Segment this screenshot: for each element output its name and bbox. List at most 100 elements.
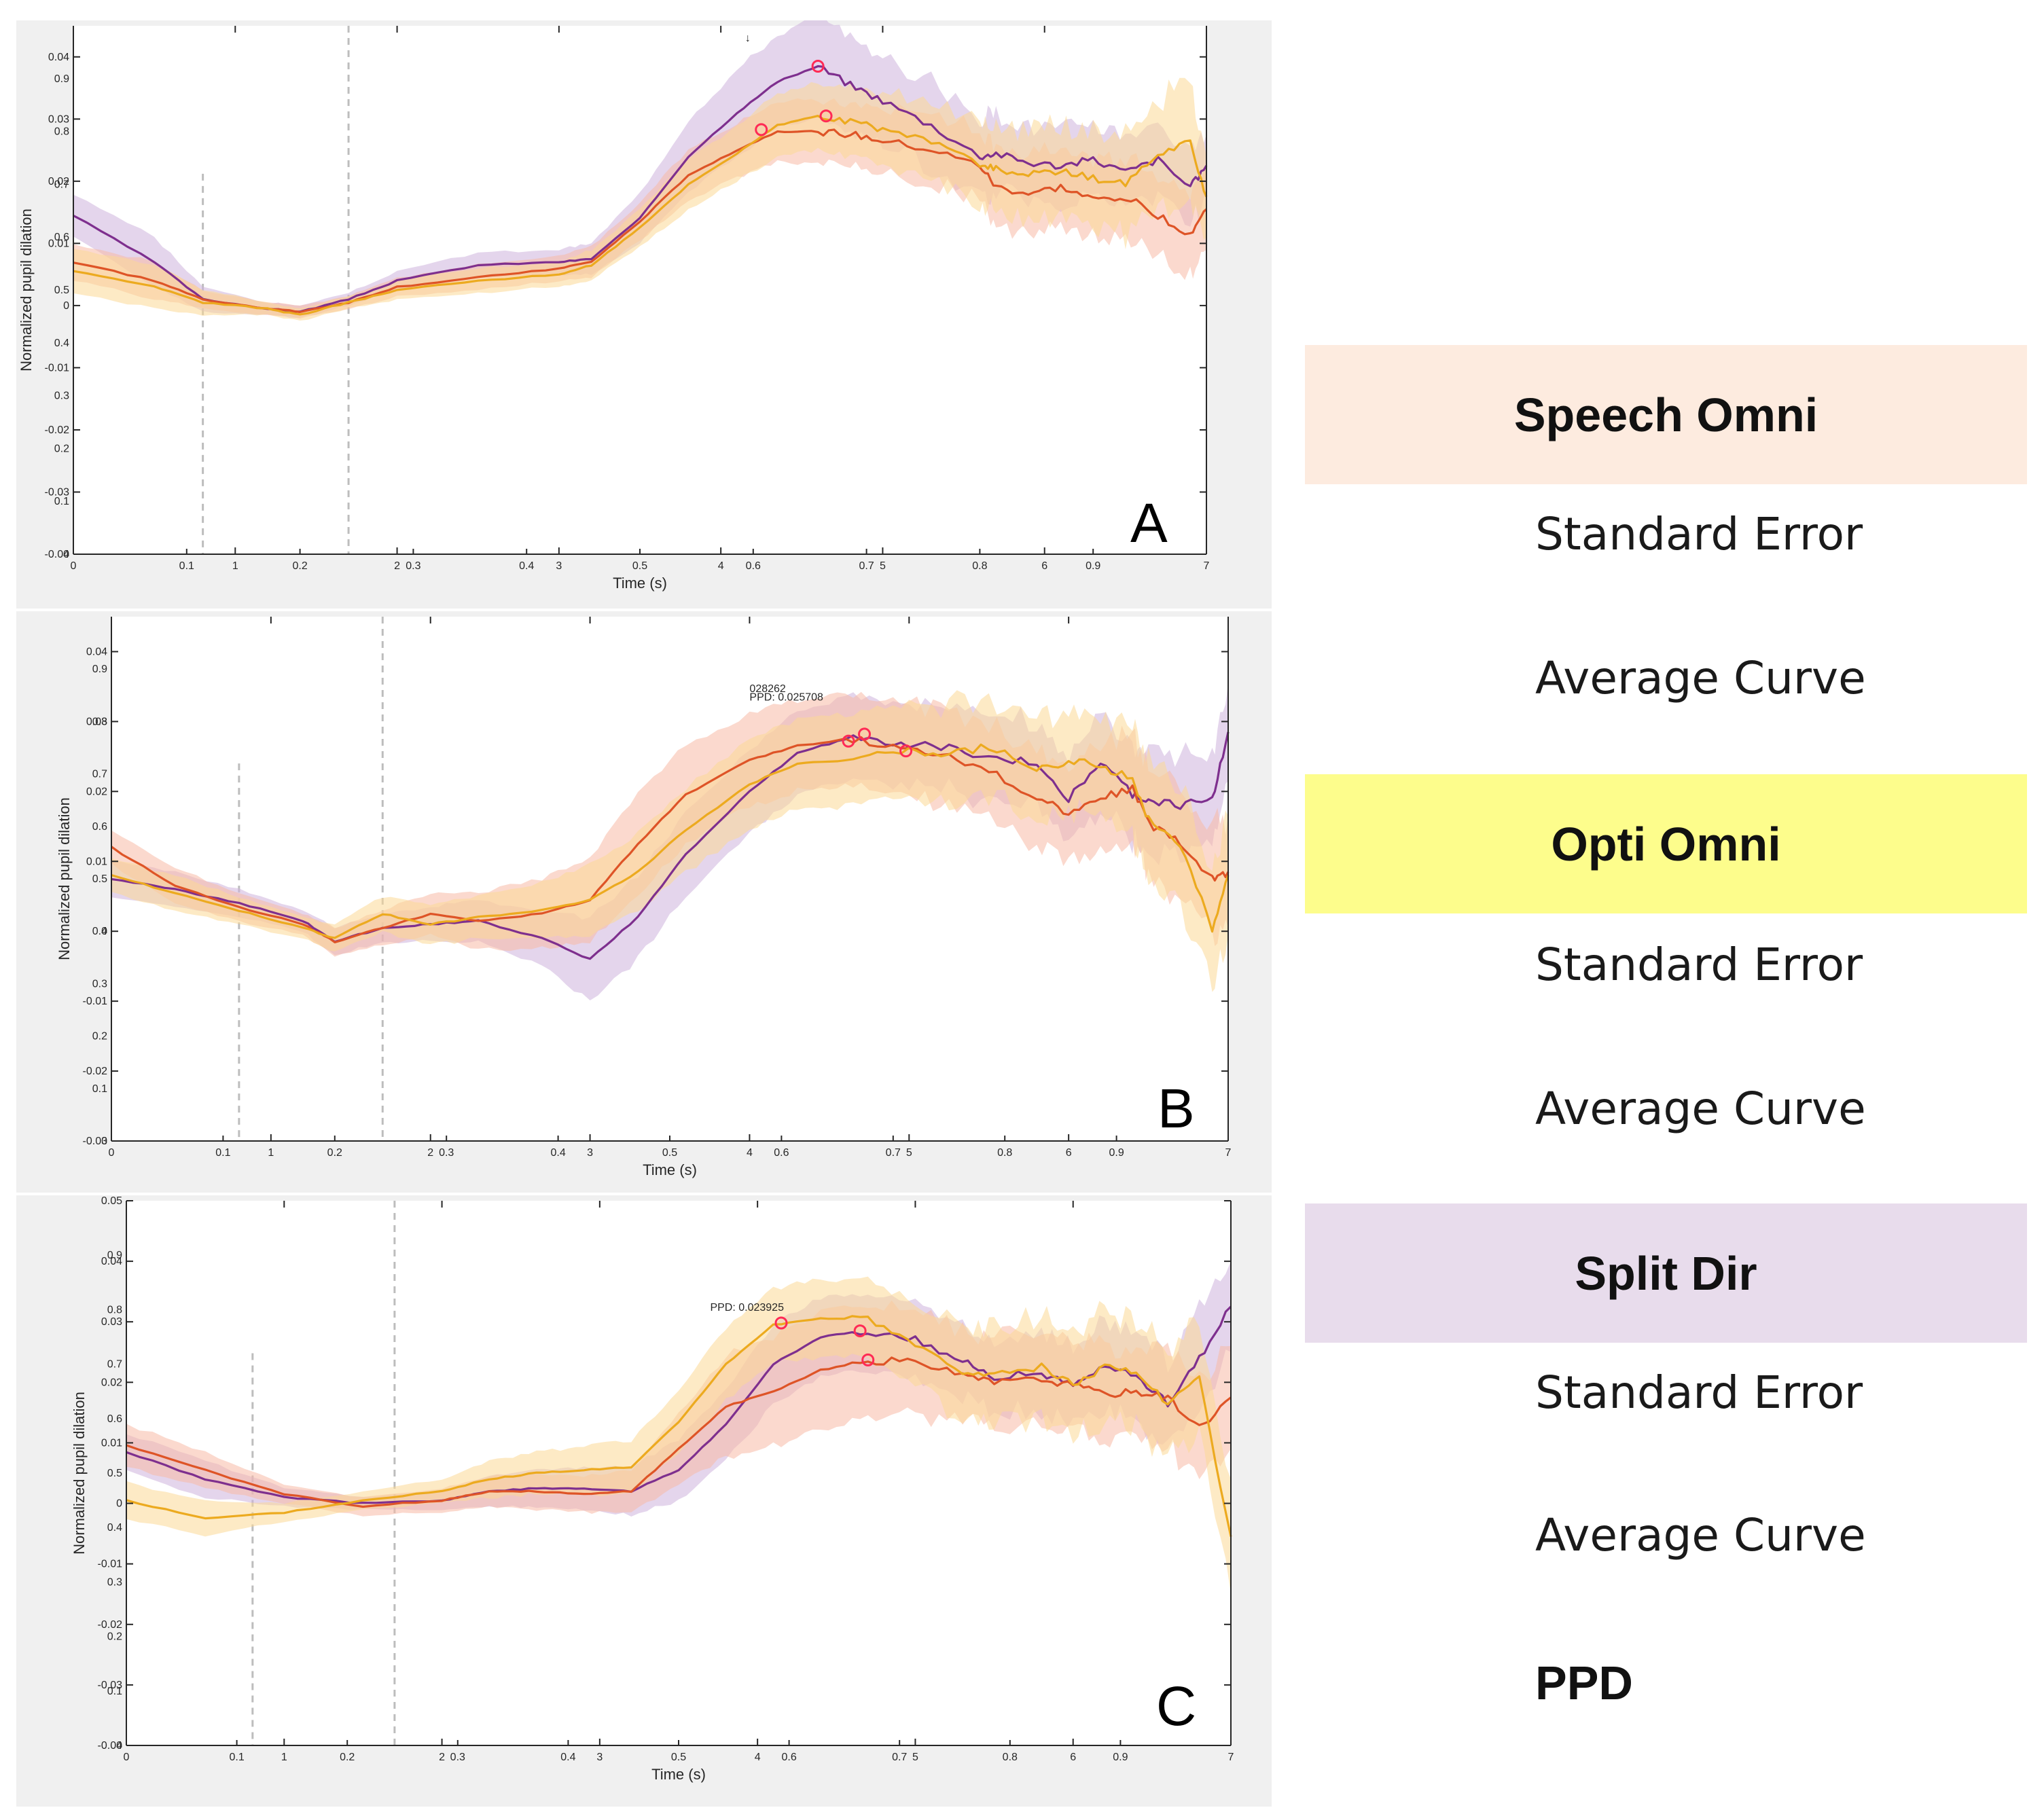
x-overlay-tick-label: 0.1 <box>215 1147 230 1159</box>
x-overlay-tick-label: 0.5 <box>662 1147 677 1159</box>
x-axis-label: Time (s) <box>643 1161 697 1178</box>
ppd-annotation: PPD: 0.025708 <box>749 692 823 704</box>
y-tick-label: 0 <box>63 300 69 312</box>
y-tick-label: -0.01 <box>83 996 108 1007</box>
ppd-marker <box>858 727 872 741</box>
y-tick-label: -0.04 <box>45 549 70 560</box>
y-tick-label: -0.04 <box>98 1740 123 1752</box>
y-axis-label: Normalized pupil dilation <box>71 1392 88 1555</box>
x-overlay-tick-label: 0.3 <box>439 1147 454 1159</box>
x-tick-label: 7 <box>1204 560 1210 572</box>
legend-opti-omni-avg: Average Curve <box>1535 1083 1866 1135</box>
y-tick-label: 0.03 <box>101 1316 122 1328</box>
legend-speech-omni-title: Speech Omni <box>1513 388 1818 441</box>
x-overlay-tick-label: 0.7 <box>892 1752 907 1763</box>
average-curve-opti-omni <box>111 743 1230 939</box>
y-overlay-tick-label: 0.3 <box>54 391 69 402</box>
average-curve-opti-omni <box>73 115 1208 316</box>
y-tick-label: -0.03 <box>83 1136 108 1147</box>
y-tick-label: 0.02 <box>101 1377 122 1388</box>
x-overlay-tick-label: 0.6 <box>774 1147 789 1159</box>
x-overlay-tick-label: 0.3 <box>406 560 420 572</box>
legend-speech-omni: Speech Omni <box>1305 345 2027 484</box>
plot-area <box>73 26 1206 554</box>
y-overlay-tick-label: 0.3 <box>107 1576 122 1588</box>
ppd-marker <box>774 1316 788 1330</box>
y-overlay-tick-label: 0.7 <box>107 1359 122 1371</box>
y-tick-label: 0.04 <box>101 1256 122 1267</box>
x-overlay-tick-label: 0.4 <box>560 1752 575 1763</box>
x-tick-label: 5 <box>906 1147 912 1159</box>
y-overlay-tick-label: 0.8 <box>107 1304 122 1316</box>
x-overlay-tick-label: 0.2 <box>292 560 307 572</box>
y-overlay-tick-label: 0.5 <box>107 1468 122 1479</box>
x-overlay-tick-label: 0.7 <box>886 1147 901 1159</box>
x-overlay-tick-label: 0.6 <box>781 1752 796 1763</box>
y-overlay-tick-label: 0.6 <box>107 1413 122 1425</box>
chart-panel-a: ↓ 0 1 2 3 4 5 6 7 0.1 0.2 0.3 0.4 0.5 0.6 0.7 0.8 0.9 -0.0… <box>18 20 1210 592</box>
y-tick-label: 0.04 <box>86 646 107 657</box>
x-overlay-tick-label: 0.2 <box>327 1147 342 1159</box>
x-tick-label: 3 <box>556 560 562 572</box>
x-overlay-tick-label: 0.3 <box>450 1752 465 1763</box>
x-overlay-tick-label: 0.9 <box>1113 1752 1128 1763</box>
y-tick-label: 0 <box>116 1498 122 1510</box>
y-overlay-tick-label: 0.5 <box>54 285 69 296</box>
x-tick-label: 1 <box>268 1147 274 1159</box>
ppd-marker <box>899 744 913 758</box>
y-overlay-tick-label: 0.9 <box>92 664 107 675</box>
legend-split-dir: Split Dir <box>1305 1203 2027 1343</box>
y-overlay-tick-label: 0.1 <box>54 496 69 507</box>
legend-split-dir-title: Split Dir <box>1575 1246 1757 1300</box>
error-bands <box>111 683 1228 1000</box>
ppd-annotation: ↓ <box>745 33 751 44</box>
x-overlay-tick-label: 0.4 <box>550 1147 565 1159</box>
x-overlay-tick-label: 0.5 <box>671 1752 686 1763</box>
x-tick-label: 7 <box>1228 1752 1234 1763</box>
y-overlay-tick-label: 0.4 <box>54 338 69 349</box>
x-tick-label: 6 <box>1070 1752 1076 1763</box>
y-overlay-tick-label: 0.8 <box>54 126 69 138</box>
legend-split-dir-avg: Average Curve <box>1535 1509 1866 1561</box>
x-overlay-tick-label: 0.8 <box>997 1147 1012 1159</box>
y-axis-label: Normalized pupil dilation <box>56 797 73 960</box>
y-overlay-tick-label: 0.9 <box>54 73 69 85</box>
y-overlay-tick-label: 0.4 <box>107 1522 122 1534</box>
y-tick-label: 0 <box>101 926 107 937</box>
y-overlay-tick-label: 0.1 <box>92 1083 107 1095</box>
x-tick-label: 2 <box>427 1147 433 1159</box>
x-tick-label: 7 <box>1225 1147 1232 1159</box>
y-tick-label: -0.02 <box>98 1619 123 1631</box>
y-overlay-tick-label: 0.1 <box>107 1686 122 1697</box>
legend-speech-omni-avg: Average Curve <box>1535 652 1866 704</box>
x-overlay-tick-label: 0.1 <box>179 560 194 572</box>
y-tick-label: 0.01 <box>48 238 69 249</box>
average-curves <box>111 731 1230 960</box>
y-tick-label: 0.02 <box>86 786 107 797</box>
ppd-annotation: 028262 <box>749 683 785 695</box>
y-tick-label: -0.03 <box>98 1680 123 1691</box>
y-overlay-tick-label: 0.6 <box>54 232 69 243</box>
panel-letter: A <box>1130 492 1168 554</box>
legend-split-dir-se: Standard Error <box>1535 1366 1863 1419</box>
y-overlay-tick-label: 0.2 <box>107 1631 122 1643</box>
y-tick-label: 0.04 <box>48 52 69 63</box>
x-tick-label: 5 <box>880 560 886 572</box>
x-tick-label: 0 <box>124 1752 130 1763</box>
x-tick-label: 2 <box>394 560 400 572</box>
average-curve-speech-omni <box>111 736 1230 943</box>
y-overlay-tick-label: 0.7 <box>92 769 107 780</box>
x-overlay-tick-label: 0.8 <box>1003 1752 1018 1763</box>
y-overlay-tick-label: 0.2 <box>92 1031 107 1043</box>
y-tick-label: -0.01 <box>98 1559 123 1570</box>
ppd-marker <box>819 109 833 123</box>
legend-speech-omni-se: Standard Error <box>1535 508 1863 560</box>
y-tick-label: -0.03 <box>45 486 70 498</box>
x-overlay-tick-label: 0.9 <box>1086 560 1100 572</box>
legend-opti-omni-title: Opti Omni <box>1551 817 1781 871</box>
panel-letter: B <box>1158 1078 1195 1140</box>
x-tick-label: 4 <box>747 1147 753 1159</box>
standard-error-band-split-dir <box>73 20 1206 319</box>
ppd-marker <box>755 123 768 137</box>
